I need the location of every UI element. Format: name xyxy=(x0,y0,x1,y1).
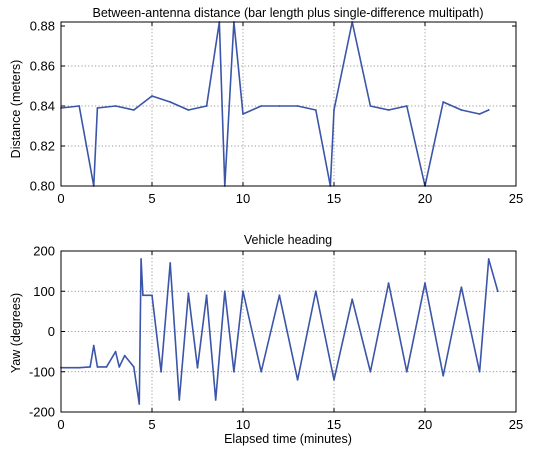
heading-data-point xyxy=(178,399,181,401)
x-tick-label: 25 xyxy=(509,417,523,432)
distance-data-point xyxy=(460,109,463,111)
distance-data-point xyxy=(205,105,208,107)
heading-data-point xyxy=(89,366,92,368)
distance-data-point xyxy=(278,105,281,107)
heading-chart-ylabel: Yaw (degrees) xyxy=(9,293,23,373)
y-tick-label: 0.82 xyxy=(30,139,55,154)
distance-data-point xyxy=(478,113,481,115)
y-tick-label: 0.80 xyxy=(30,179,55,194)
distance-data-point xyxy=(442,101,445,103)
heading-data-point xyxy=(187,292,190,295)
heading-data-point xyxy=(205,294,208,297)
x-tick-label: 25 xyxy=(509,191,523,206)
plot-frame xyxy=(60,21,517,187)
distance-data-point xyxy=(260,105,263,107)
distance-data-point xyxy=(114,105,117,107)
heading-data-point xyxy=(223,290,226,293)
heading-data-point xyxy=(333,378,335,381)
y-tick-label: -200 xyxy=(29,405,55,420)
x-tick-label: 20 xyxy=(418,191,432,206)
heading-data-point xyxy=(140,258,142,260)
heading-data-point xyxy=(478,370,481,373)
heading-data-point xyxy=(142,294,144,297)
heading-data-point xyxy=(296,378,299,381)
heading-data-point xyxy=(242,290,244,293)
heading-data-point xyxy=(260,370,263,373)
heading-data-point xyxy=(487,258,490,260)
y-tick-label: 0.88 xyxy=(30,19,55,34)
heading-data-point xyxy=(424,282,426,285)
y-tick-label: 0.84 xyxy=(30,99,55,114)
heading-data-point xyxy=(278,294,281,297)
distance-data-point xyxy=(405,105,408,107)
distance-data-point xyxy=(314,109,317,111)
distance-chart-ylabel: Distance (meters) xyxy=(9,60,23,159)
y-tick-label: 200 xyxy=(33,244,55,259)
x-tick-label: 15 xyxy=(327,191,341,206)
heading-data-point xyxy=(114,350,117,353)
heading-data-point xyxy=(233,370,235,373)
heading-chart-title: Vehicle heading xyxy=(244,233,332,247)
heading-data-point xyxy=(214,399,217,401)
heading-chart: Vehicle heading Yaw (degrees) Elapsed ti… xyxy=(9,233,523,446)
heading-data-point xyxy=(105,366,108,368)
distance-data-point xyxy=(96,107,99,109)
distance-chart-grid xyxy=(61,22,516,186)
heading-data-point xyxy=(405,370,408,373)
x-tick-label: 0 xyxy=(57,417,64,432)
heading-chart-ticks: 0 5 10 15 20 25 -200 -100 0 100 200 xyxy=(29,244,523,433)
heading-data-point xyxy=(118,366,121,368)
distance-data-point xyxy=(242,113,244,115)
distance-data-point xyxy=(132,109,135,111)
heading-chart-xlabel: Elapsed time (minutes) xyxy=(224,432,352,446)
heading-data-point xyxy=(96,366,99,368)
y-tick-label: 0 xyxy=(48,324,55,339)
y-tick-label: -100 xyxy=(29,364,55,379)
heading-data-point xyxy=(196,366,199,369)
heading-data-point xyxy=(369,370,372,373)
distance-data-point xyxy=(151,95,153,97)
heading-data-point xyxy=(460,286,463,289)
x-tick-label: 20 xyxy=(418,417,432,432)
x-tick-label: 5 xyxy=(148,417,155,432)
y-tick-label: 100 xyxy=(33,284,55,299)
x-tick-label: 10 xyxy=(236,417,250,432)
heading-data-point xyxy=(169,262,172,264)
distance-data-point xyxy=(387,109,390,111)
heading-data-point xyxy=(496,290,499,293)
x-tick-label: 10 xyxy=(236,191,250,206)
x-tick-label: 15 xyxy=(327,417,341,432)
heading-data-point xyxy=(78,366,81,369)
distance-data-point xyxy=(333,109,335,111)
heading-data-point xyxy=(351,298,354,301)
distance-data-point xyxy=(187,109,190,111)
distance-data-point xyxy=(169,101,172,103)
heading-data-point xyxy=(92,344,95,347)
heading-data-point xyxy=(123,354,126,357)
distance-data-point xyxy=(487,109,490,111)
distance-data-point xyxy=(78,105,81,107)
heading-data-point xyxy=(138,403,141,405)
heading-chart-grid xyxy=(61,251,516,412)
y-tick-label: 0.86 xyxy=(30,59,55,74)
heading-data-point xyxy=(151,294,153,297)
heading-data-point xyxy=(314,290,317,293)
heading-data-point xyxy=(442,374,445,377)
heading-data-point xyxy=(160,370,163,373)
distance-data-point xyxy=(369,105,372,107)
heading-chart-plot xyxy=(60,258,499,405)
heading-data-point xyxy=(132,366,135,368)
distance-chart-axis xyxy=(60,21,517,187)
distance-chart-ticks: 0 5 10 15 20 25 0.80 0.82 0.84 0.86 0.88 xyxy=(30,19,524,207)
x-tick-label: 5 xyxy=(148,191,155,206)
x-tick-label: 0 xyxy=(57,191,64,206)
distance-chart-title: Between-antenna distance (bar length plu… xyxy=(93,6,484,20)
distance-chart: Between-antenna distance (bar length plu… xyxy=(9,6,523,206)
distance-data-point xyxy=(296,105,299,107)
heading-data-point xyxy=(387,282,390,285)
